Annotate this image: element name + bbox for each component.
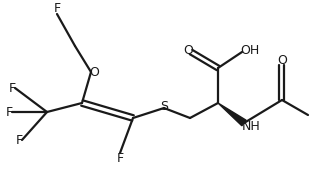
Text: O: O (277, 54, 287, 67)
Text: S: S (160, 99, 168, 112)
Text: OH: OH (241, 43, 260, 56)
Text: F: F (8, 81, 15, 95)
Text: F: F (53, 2, 61, 15)
Polygon shape (218, 103, 246, 126)
Text: F: F (15, 134, 23, 146)
Text: O: O (89, 65, 99, 78)
Text: NH: NH (242, 121, 260, 134)
Text: O: O (183, 43, 193, 56)
Text: F: F (117, 152, 124, 165)
Text: F: F (5, 105, 13, 118)
